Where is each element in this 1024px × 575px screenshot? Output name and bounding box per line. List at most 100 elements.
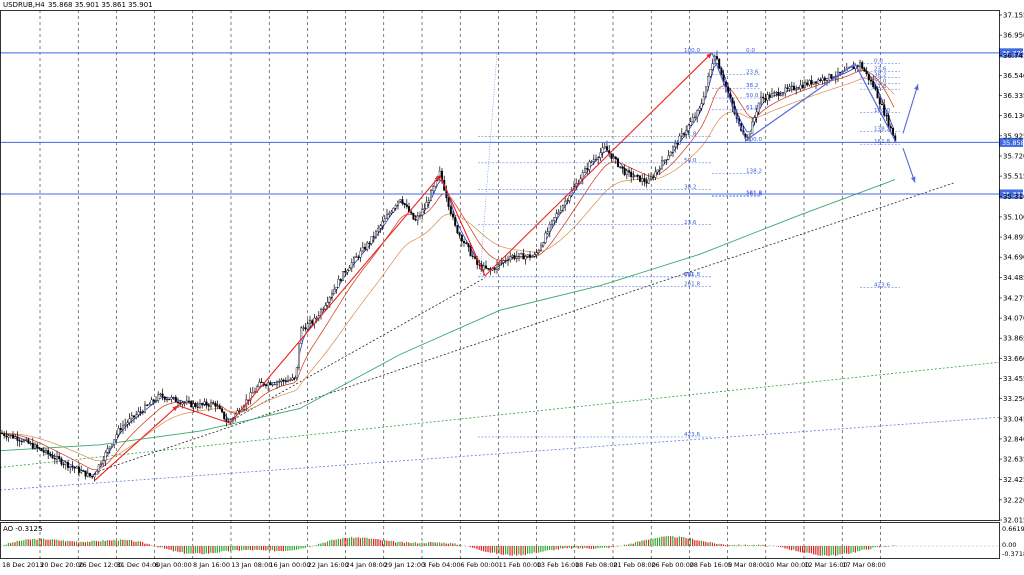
candle-body: [292, 378, 294, 380]
candle-body: [83, 471, 85, 472]
candle-body: [153, 400, 155, 402]
fib-mid-label: 138.2: [746, 169, 762, 175]
candle-body: [294, 378, 296, 379]
candle-body: [155, 401, 157, 402]
candle-body: [144, 405, 146, 412]
candle-body: [355, 257, 357, 258]
candle-body: [129, 419, 131, 423]
candle-body: [696, 111, 698, 117]
candle-body: [23, 440, 25, 442]
candle-body: [679, 136, 681, 144]
candle-body: [767, 95, 769, 100]
candle-body: [617, 159, 619, 167]
candle-body: [397, 201, 399, 205]
candle-body: [811, 80, 813, 84]
candle-body: [498, 263, 500, 265]
candle-body: [146, 405, 148, 406]
candle-body: [404, 204, 406, 205]
candle-body: [388, 213, 390, 214]
candle-body: [201, 403, 203, 404]
time-label: 3 Feb 04:00: [422, 561, 461, 569]
time-label: 5 Mar 08:00: [728, 561, 767, 569]
fib-left-label: 50.0: [684, 158, 697, 164]
arrow-blue-up: [903, 84, 918, 133]
candle-body: [542, 243, 544, 246]
candle-body: [177, 402, 179, 403]
price-label: 33.045: [1003, 415, 1024, 423]
candle-body: [413, 213, 415, 219]
candle-body: [615, 157, 617, 159]
time-label: 10 Mar 00:00: [766, 561, 809, 569]
price-label: 34.070: [1003, 315, 1024, 323]
candle-body: [58, 456, 60, 458]
candle-body: [758, 103, 760, 112]
candle-body: [452, 214, 454, 217]
candle-body: [784, 88, 786, 93]
candle-body: [188, 401, 190, 402]
candle-body: [34, 445, 36, 449]
candle-body: [78, 467, 80, 473]
candle-body: [538, 250, 540, 253]
candle-body: [597, 158, 599, 159]
candle-body: [76, 467, 78, 468]
candle-body: [6, 436, 8, 438]
candle-body: [36, 445, 38, 448]
candle-body: [342, 271, 344, 280]
candle-body: [756, 112, 758, 118]
candle-body: [793, 86, 795, 90]
candle-body: [716, 56, 718, 59]
ao-tick-max: 0.6619: [1002, 525, 1024, 533]
price-label: 36.540: [1003, 72, 1024, 80]
candle-body: [63, 464, 65, 465]
candle-body: [52, 456, 54, 458]
candle-body: [773, 93, 775, 94]
price-label: 35.925: [1003, 132, 1024, 140]
candle-body: [307, 324, 309, 329]
candle-body: [881, 104, 883, 105]
candle-body: [459, 233, 461, 235]
candle-body: [547, 232, 549, 233]
price-label: 35.515: [1003, 173, 1024, 181]
candle-body: [886, 115, 888, 116]
candle-body: [600, 153, 602, 158]
candle-body: [582, 173, 584, 179]
price-label: 34.485: [1003, 274, 1024, 282]
candle-body: [309, 321, 311, 324]
candle-body: [94, 475, 96, 477]
candle-body: [197, 407, 199, 408]
candle-body: [512, 255, 514, 256]
candle-body: [96, 471, 98, 474]
candle-body: [72, 466, 74, 467]
candle-body: [195, 404, 197, 407]
candle-body: [410, 212, 412, 213]
time-label: 12 Mar 16:00: [804, 561, 847, 569]
candle-body: [107, 449, 109, 453]
candle-body: [824, 78, 826, 81]
candle-body: [531, 256, 533, 257]
candle-body: [67, 462, 69, 467]
candle-body: [470, 247, 472, 256]
candle-body: [516, 256, 518, 258]
candle-body: [681, 134, 683, 136]
candle-body: [826, 80, 828, 81]
candle-body: [17, 437, 19, 441]
time-label: 20 Dec 20:00: [40, 561, 84, 569]
candle-body: [644, 178, 646, 181]
fib-left-label: 423.6: [684, 432, 700, 438]
candle-body: [622, 167, 624, 169]
candle-body: [518, 254, 520, 257]
candle-body: [791, 86, 793, 87]
candle-body: [184, 403, 186, 404]
candle-body: [635, 175, 637, 177]
ma-long: [0, 180, 895, 451]
candle-body: [857, 66, 859, 67]
candle-body: [221, 409, 223, 412]
time-label: 26 Dec 12:00: [78, 561, 122, 569]
candle-body: [487, 268, 489, 269]
candle-body: [135, 415, 137, 417]
candle-body: [765, 98, 767, 100]
candle-body: [336, 287, 338, 289]
candle-body: [91, 476, 93, 477]
candle-body: [560, 210, 562, 212]
